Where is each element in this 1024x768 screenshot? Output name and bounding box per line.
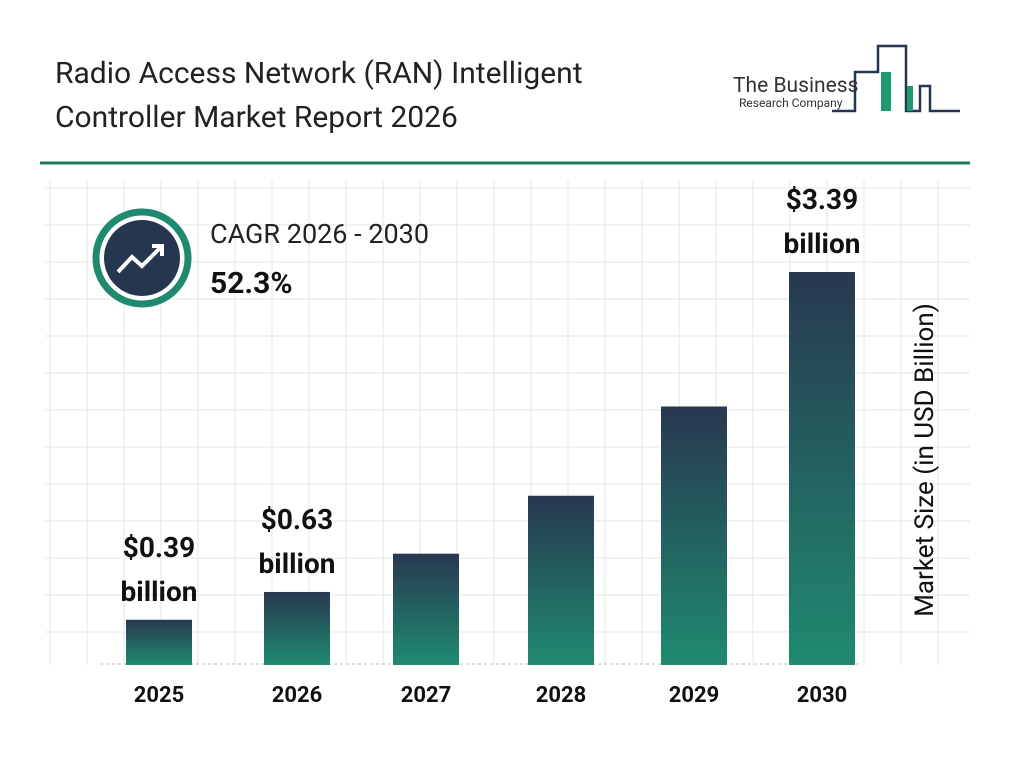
- cagr-value: 52.3%: [210, 266, 293, 301]
- logo-mark: [832, 44, 960, 113]
- bar: [661, 406, 727, 665]
- bar: [393, 553, 459, 665]
- value-label: $0.63 billion: [258, 502, 336, 580]
- x-tick-label: 2027: [400, 683, 452, 708]
- cagr-badge: [104, 220, 180, 296]
- value-label: $3.39 billion: [783, 183, 861, 260]
- x-tick-label: 2026: [271, 683, 323, 708]
- chart-title: Radio Access Network (RAN) Intelligent C…: [55, 56, 583, 135]
- x-tick-label: 2029: [668, 683, 720, 708]
- x-tick-label: 2028: [535, 683, 587, 708]
- x-tick-label: 2025: [133, 683, 185, 708]
- x-tick-label: 2030: [796, 683, 848, 708]
- cagr-label: CAGR 2026 - 2030: [210, 218, 430, 250]
- logo-text: The Business: [733, 74, 859, 98]
- bar: [789, 272, 855, 665]
- bar: [264, 591, 330, 665]
- bar: [126, 619, 192, 665]
- logo-text: Research Company: [739, 96, 843, 110]
- bar: [528, 495, 594, 665]
- y-axis-label: Market Size (in USD Billion): [910, 303, 940, 617]
- logo-bar: [907, 86, 913, 111]
- trend-icon: [116, 244, 164, 274]
- logo-bar: [881, 72, 891, 111]
- value-label: $0.39 billion: [120, 530, 198, 608]
- trend-icon-arrow: [152, 244, 164, 256]
